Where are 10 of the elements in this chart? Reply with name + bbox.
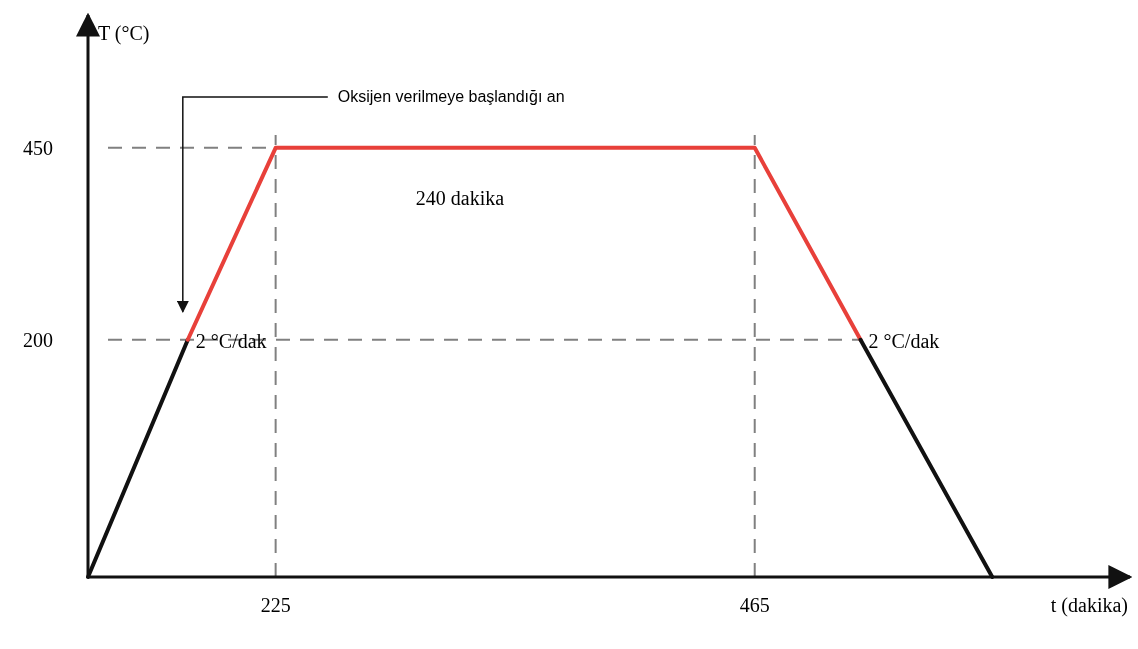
y-axis-title: T (°C) (98, 22, 150, 45)
annotation: 240 dakika (415, 187, 505, 209)
y-tick-label: 200 (23, 328, 53, 351)
x-axis-title: t (dakika) (1050, 594, 1128, 617)
annotation: 2 °C/dak (868, 329, 940, 352)
annotation: 2 °C/dak (195, 329, 267, 352)
x-tick-label: 465 (739, 594, 770, 616)
x-tick-label: 225 (260, 594, 291, 616)
annotation: Oksijen verilmeye başlandığı an (337, 88, 565, 105)
y-tick-label: 450 (23, 136, 53, 159)
